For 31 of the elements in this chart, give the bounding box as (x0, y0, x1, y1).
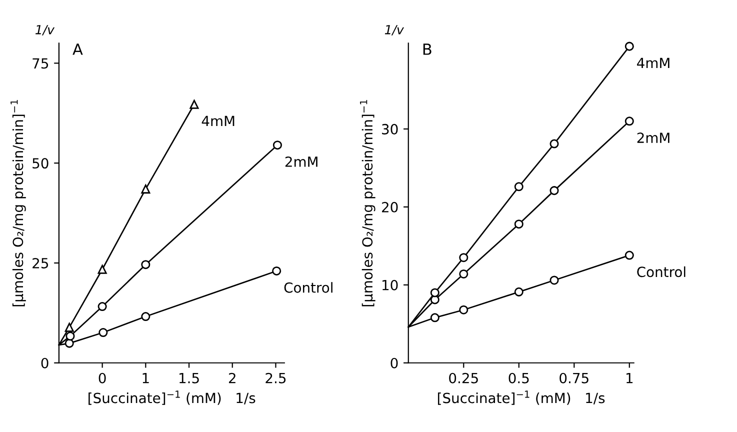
series-label: Control (284, 282, 332, 293)
x-tick-label: 1.5 (180, 373, 199, 384)
y-tick-label: 10 (382, 280, 398, 290)
series-label: 4mM (202, 116, 234, 126)
y-tick-label: 75 (32, 58, 48, 69)
x-tick-label: 0.75 (560, 372, 588, 384)
y-axis-title: [µmoles O₂/mg protein/min]$^{−1}$ (10, 100, 26, 306)
series-label: 4mM (637, 58, 670, 68)
x-tick-label: 2.5 (266, 372, 286, 384)
x-tick-label: 2 (228, 372, 236, 384)
series-label: Control (637, 266, 686, 278)
x-axis-title: [Succinate]$^{−1}$ (mM) 1/s (88, 390, 256, 405)
text: 1/v (36, 25, 55, 36)
x-tick-label: 0.5 (508, 372, 529, 384)
y-tick-label: 50 (32, 158, 48, 169)
chart-title: A (72, 44, 83, 55)
series-label: 2mM (285, 156, 318, 167)
series-label: 2mM (637, 132, 670, 143)
y-tick-label: 0 (390, 358, 398, 368)
x-tick-label: 0 (98, 372, 106, 384)
x-tick-label: 1 (626, 373, 633, 384)
text: 1/v (384, 25, 404, 36)
x-tick-label: 0.25 (449, 372, 478, 384)
y-axis-title: [µmoles O₂/mg protein/min]$^{−1}$ (360, 100, 376, 306)
x-axis-title: [Succinate]$^{−1}$ (mM) 1/s (438, 390, 605, 405)
y-tick-label: 0 (41, 358, 48, 368)
y-tick-label: 25 (32, 258, 48, 268)
x-tick-label: 1 (142, 373, 149, 384)
y-tick-label: 20 (382, 202, 398, 212)
y-tick-label: 30 (382, 124, 398, 134)
chart-title: B (423, 44, 432, 55)
